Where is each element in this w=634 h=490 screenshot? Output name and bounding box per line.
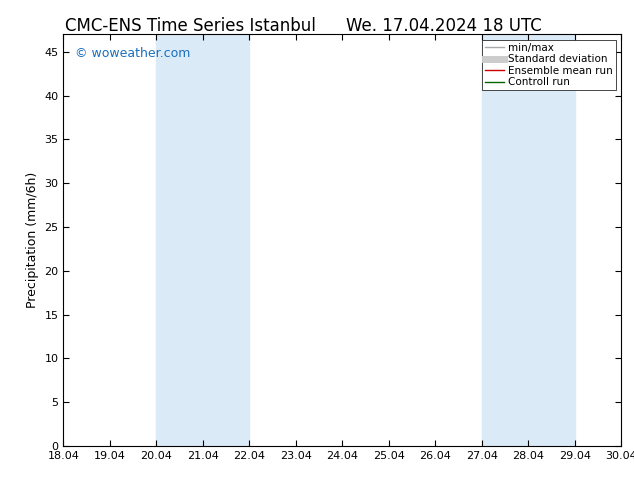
Text: CMC-ENS Time Series Istanbul: CMC-ENS Time Series Istanbul [65,17,316,35]
Bar [482,34,575,446]
Y-axis label: Precipitation (mm/6h): Precipitation (mm/6h) [26,172,39,308]
Text: © woweather.com: © woweather.com [75,47,190,60]
Text: We. 17.04.2024 18 UTC: We. 17.04.2024 18 UTC [346,17,541,35]
Legend: min/max, Standard deviation, Ensemble mean run, Controll run: min/max, Standard deviation, Ensemble me… [482,40,616,91]
Bar [157,34,249,446]
